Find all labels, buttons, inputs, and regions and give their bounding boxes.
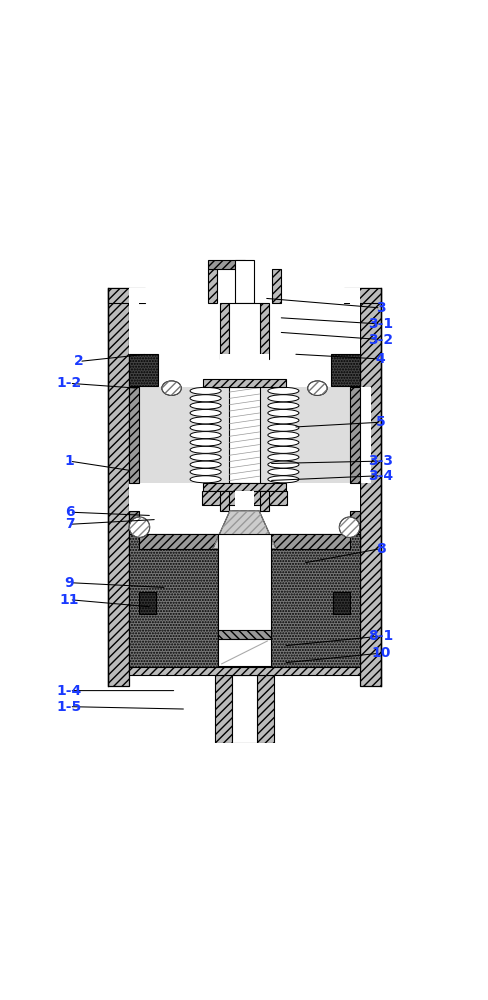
Bar [259,491,269,511]
Ellipse shape [190,446,221,453]
Text: 3-2: 3-2 [367,333,392,347]
Bar [217,639,271,666]
Ellipse shape [190,454,221,461]
Bar [128,387,139,483]
Ellipse shape [267,409,298,417]
Text: 3-3: 3-3 [367,454,392,468]
Text: 3-4: 3-4 [367,469,392,483]
Ellipse shape [267,439,298,446]
Bar [219,303,229,359]
Text: 1: 1 [64,454,74,468]
Bar [360,387,370,483]
Circle shape [339,517,359,537]
Bar [207,269,216,303]
Text: 4: 4 [375,352,385,366]
Text: 8-1: 8-1 [367,629,392,643]
Bar [272,269,281,303]
Bar [108,288,144,303]
Ellipse shape [190,417,221,424]
Ellipse shape [267,446,298,453]
Ellipse shape [190,432,221,439]
Ellipse shape [267,417,298,424]
Ellipse shape [267,468,298,475]
Bar [229,387,259,483]
Ellipse shape [267,432,298,439]
Text: 7: 7 [64,517,74,531]
Bar [349,387,360,483]
Ellipse shape [267,476,298,483]
Ellipse shape [267,424,298,431]
Bar [128,288,207,303]
Bar [219,354,269,386]
Text: 3: 3 [375,301,385,315]
Bar [259,303,269,359]
Bar [128,354,158,386]
Bar [203,483,285,491]
Bar [349,511,360,553]
Bar [232,675,256,743]
Text: 1-2: 1-2 [57,376,82,390]
Text: 3-1: 3-1 [367,317,392,331]
Bar [215,675,232,743]
Bar [349,303,360,553]
Ellipse shape [190,439,221,446]
Bar [269,491,349,511]
Ellipse shape [190,395,221,402]
Bar [219,491,229,511]
Bar [202,491,286,505]
Ellipse shape [190,409,221,417]
Ellipse shape [267,402,298,409]
Text: 1-5: 1-5 [57,700,82,714]
Ellipse shape [190,461,221,468]
Bar [108,288,128,686]
Ellipse shape [267,454,298,461]
Text: 1-4: 1-4 [57,684,82,698]
Bar [128,354,360,386]
Bar [256,675,273,743]
Bar [139,534,349,549]
Bar [360,288,380,686]
Text: 9: 9 [64,576,74,590]
Bar [235,491,253,511]
Bar [128,387,360,483]
Bar [235,260,253,303]
Text: 6: 6 [64,505,74,519]
Text: 8: 8 [375,542,385,556]
Bar [128,534,217,668]
Bar [139,592,156,614]
Ellipse shape [162,381,181,395]
Bar [332,592,349,614]
Bar [128,387,139,483]
Ellipse shape [190,468,221,475]
Bar [139,491,219,511]
Circle shape [129,517,149,537]
Bar [128,511,139,553]
Bar [128,511,360,553]
Ellipse shape [190,402,221,409]
Ellipse shape [190,476,221,483]
Text: 5: 5 [375,415,385,429]
Bar [344,288,380,303]
Ellipse shape [190,424,221,431]
Text: 11: 11 [60,593,79,607]
Bar [207,260,244,269]
Ellipse shape [267,387,298,394]
Bar [217,534,271,668]
Bar [281,288,360,303]
Bar [203,379,285,387]
Ellipse shape [307,381,326,395]
Text: 2: 2 [74,354,84,368]
Bar [217,630,271,639]
Bar [128,303,139,553]
Bar [128,667,360,675]
Ellipse shape [267,461,298,468]
Bar [330,354,360,386]
Ellipse shape [190,387,221,394]
Bar [229,303,259,359]
Polygon shape [212,511,276,549]
Bar [271,534,360,668]
Ellipse shape [267,395,298,402]
Text: 10: 10 [370,646,389,660]
